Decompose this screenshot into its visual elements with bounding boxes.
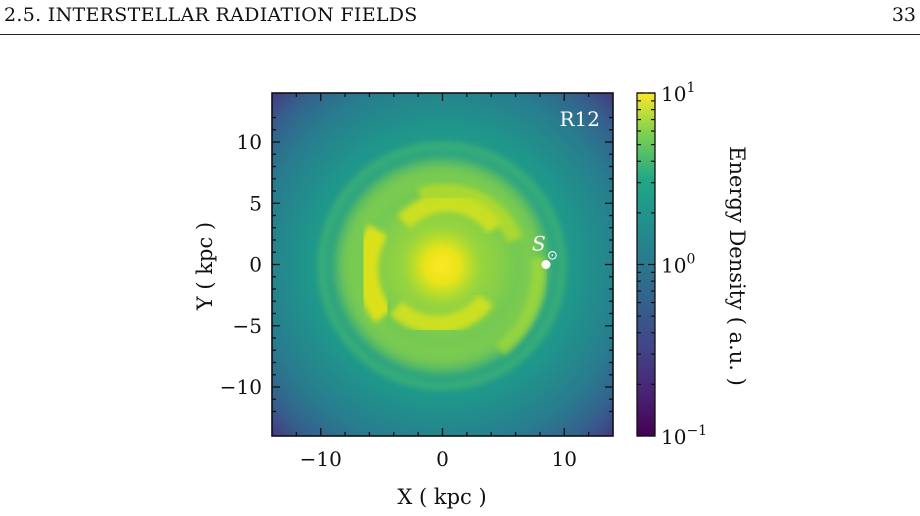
- colorbar-ticks: [637, 92, 655, 437]
- y-tick-label: 10: [237, 130, 262, 154]
- x-tick-label: 0: [436, 447, 449, 471]
- colorbar-tick-exponent: 1: [686, 80, 695, 96]
- axis-tick-labels: −10 0 10 10 5 0 −5 −10: [220, 130, 577, 471]
- section-title: 2.5. INTERSTELLAR RADIATION FIELDS: [4, 4, 418, 26]
- header-rule: [0, 34, 920, 35]
- y-tick-label: 0: [249, 253, 262, 277]
- axis-ticks: [272, 93, 613, 436]
- running-head: 2.5. INTERSTELLAR RADIATION FIELDS 33: [0, 0, 920, 44]
- y-axis-title: Y ( kpc ): [193, 222, 217, 311]
- heatmap: [272, 93, 613, 436]
- colorbar-tick-label: 101: [661, 80, 695, 106]
- y-tick-label: 5: [249, 191, 262, 215]
- sun-label: S: [532, 232, 546, 256]
- colorbar-title: Energy Density ( a.u. ): [725, 146, 749, 386]
- colorbar-tick-base: 10: [661, 254, 686, 278]
- panel-label: R12: [559, 107, 600, 131]
- page-number: 33: [891, 4, 916, 26]
- colorbar-tick-base: 10: [661, 82, 686, 106]
- sun-marker: S ⊙: [532, 232, 558, 269]
- x-tick-label: −10: [300, 447, 342, 471]
- sun-symbol: ⊙: [547, 249, 558, 264]
- colorbar-tick-exponent: −1: [686, 423, 707, 439]
- y-tick-label: −5: [233, 314, 262, 338]
- x-tick-label: 10: [552, 447, 577, 471]
- y-tick-label: −10: [220, 375, 262, 399]
- colorbar-tick-base: 10: [661, 425, 686, 449]
- colorbar-tick-label: 100: [661, 252, 695, 278]
- colorbar-tick-label: 10−1: [661, 423, 707, 449]
- x-axis-title: X ( kpc ): [397, 485, 486, 509]
- colorbar-tick-exponent: 0: [686, 252, 695, 268]
